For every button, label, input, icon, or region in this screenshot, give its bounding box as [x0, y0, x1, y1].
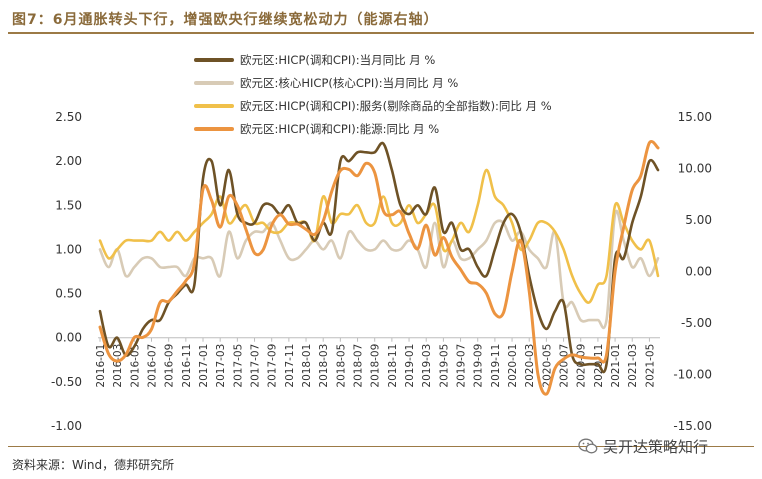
x-axis-ticks: 2016-01 2016-03 2016-05 2016-07 2016-09 2016-…	[95, 337, 656, 388]
left-tick-label: 0.00	[55, 331, 82, 345]
x-tick-label: 2021-01	[610, 344, 622, 388]
x-tick-label: 2018-05	[335, 344, 347, 388]
x-tick-label: 2017-05	[232, 344, 244, 388]
watermark: 吴开达策略知行	[578, 436, 708, 457]
series-lines	[98, 139, 660, 396]
watermark-text: 吴开达策略知行	[603, 438, 709, 456]
x-tick-label: 2018-09	[370, 344, 382, 388]
right-tick-label: 0.00	[685, 265, 712, 279]
left-tick-label: 1.50	[55, 198, 82, 212]
series-line-2	[98, 168, 660, 304]
right-axis-ticks: -15.00 -10.00 -5.00 0.00 5.00 10.00 15.00	[673, 110, 712, 433]
x-tick-label: 2019-01	[404, 344, 416, 388]
title-bar: 图7：6月通胀转头下行，增强欧央行继续宽松动力（能源右轴）	[8, 6, 754, 34]
legend-label-0: 欧元区:HICP(调和CPI):当月同比 月 %	[240, 53, 435, 67]
x-tick-label: 2018-01	[301, 344, 313, 388]
x-tick-label: 2018-07	[353, 344, 365, 388]
x-tick-label: 2020-07	[559, 344, 571, 388]
x-tick-label: 2021-05	[644, 344, 656, 388]
x-tick-label: 2017-01	[198, 344, 210, 388]
x-tick-label: 2017-09	[267, 344, 279, 388]
x-tick-label: 2020-03	[524, 344, 536, 388]
left-tick-label: -1.00	[51, 419, 82, 433]
x-tick-label: 2019-07	[456, 344, 468, 388]
right-tick-label: 5.00	[685, 213, 712, 227]
x-tick-label: 2018-03	[318, 344, 330, 388]
x-tick-label: 2017-03	[215, 344, 227, 388]
left-tick-label: -0.50	[51, 375, 82, 389]
chart-title: 图7：6月通胀转头下行，增强欧央行继续宽松动力（能源右轴）	[12, 12, 439, 28]
x-tick-label: 2016-11	[181, 344, 193, 388]
x-tick-label: 2017-11	[284, 344, 296, 388]
x-tick-label: 2019-03	[421, 344, 433, 388]
left-tick-label: 2.00	[55, 154, 82, 168]
x-tick-label: 2019-09	[473, 344, 485, 388]
x-tick-label: 2017-07	[250, 344, 262, 388]
x-tick-label: 2019-11	[490, 344, 502, 388]
x-tick-label: 2021-03	[627, 344, 639, 388]
x-tick-label: 2016-01	[95, 344, 107, 388]
series-line-1	[98, 209, 660, 330]
left-tick-label: 0.50	[55, 287, 82, 301]
legend-label-3: 欧元区:HICP(调和CPI):能源:同比 月 %	[240, 122, 439, 136]
x-tick-label: 2016-07	[147, 344, 159, 388]
right-tick-label: -15.00	[673, 419, 712, 433]
x-tick-label: 2016-05	[129, 344, 141, 388]
left-tick-label: 2.50	[55, 110, 82, 124]
legend-label-1: 欧元区:核心HICP(核心CPI):当月同比 月 %	[240, 76, 458, 90]
right-tick-label: 10.00	[678, 162, 712, 176]
right-tick-label: 15.00	[678, 110, 712, 124]
x-tick-label: 2016-09	[164, 344, 176, 388]
right-tick-label: -10.00	[673, 368, 712, 382]
series-line-0	[98, 141, 660, 374]
legend: 欧元区:HICP(调和CPI):当月同比 月 % 欧元区:核心HICP(核心CPI…	[194, 53, 552, 136]
left-tick-label: 1.00	[55, 242, 82, 256]
wechat-icon	[578, 438, 598, 454]
series-line-3	[98, 139, 660, 396]
source-note: 资料来源：Wind，德邦研究所	[12, 458, 175, 472]
x-tick-label: 2019-05	[438, 344, 450, 388]
legend-label-2: 欧元区:HICP(调和CPI):服务(剔除商品的全部指数):同比 月 %	[240, 99, 552, 113]
right-tick-label: -5.00	[681, 316, 712, 330]
x-tick-label: 2020-05	[541, 344, 553, 388]
x-tick-label: 2018-11	[387, 344, 399, 388]
footer-divider	[8, 446, 754, 447]
left-axis-ticks: -1.00 -0.50 0.00 0.50 1.00 1.50 2.00 2.50	[51, 110, 82, 433]
x-tick-label: 2016-03	[112, 344, 124, 388]
x-tick-label: 2020-01	[507, 344, 519, 388]
